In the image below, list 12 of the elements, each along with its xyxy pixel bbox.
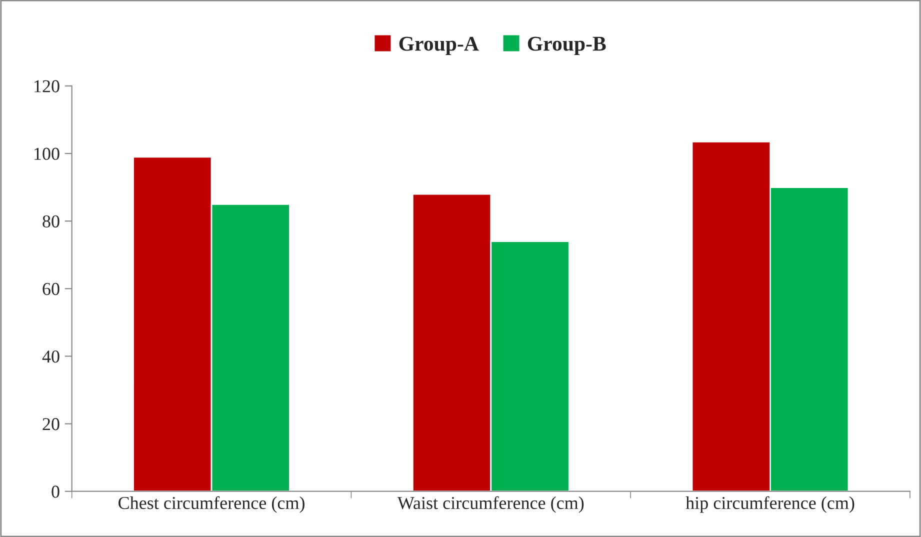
y-tick-label: 100 — [34, 148, 60, 160]
y-tick-label: 80 — [42, 215, 60, 228]
y-tick-label: 120 — [34, 80, 60, 92]
y-tick-label: 20 — [42, 418, 60, 430]
y-tick-label: 0 — [52, 486, 60, 498]
x-tick-label: Waist circumference (cm) — [397, 496, 584, 513]
x-tick-label: hip circumference (cm) — [686, 496, 854, 513]
legend-label: Group-A — [399, 36, 479, 56]
x-tick-label: Chest circumference (cm) — [118, 496, 304, 513]
legend-label: Group-B — [528, 36, 606, 56]
y-tick-label: 40 — [42, 350, 60, 363]
y-tick-label: 60 — [42, 282, 60, 296]
